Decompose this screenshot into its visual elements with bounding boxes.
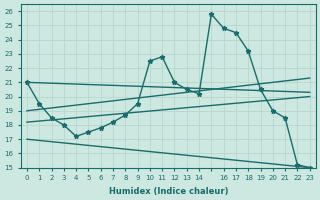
X-axis label: Humidex (Indice chaleur): Humidex (Indice chaleur) bbox=[108, 187, 228, 196]
